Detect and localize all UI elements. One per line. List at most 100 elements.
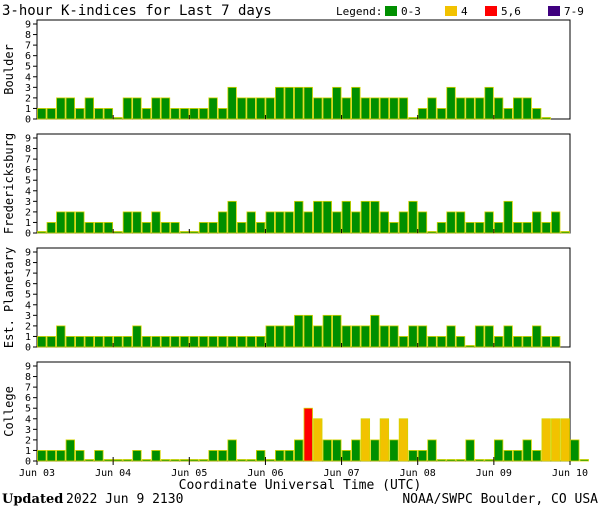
y-tick-label: 9 bbox=[25, 362, 31, 373]
panel-frame bbox=[36, 19, 571, 120]
k-index-bar bbox=[179, 231, 190, 234]
x-tick-label: Jun 10 bbox=[552, 468, 588, 479]
legend-swatch-purple bbox=[548, 6, 560, 16]
legend-title: Legend: bbox=[336, 5, 382, 18]
k-index-bar bbox=[522, 97, 532, 120]
k-index-bar bbox=[303, 211, 313, 234]
k-index-bar bbox=[132, 211, 142, 234]
k-index-bar bbox=[179, 459, 190, 462]
k-index-bar bbox=[379, 211, 390, 234]
k-index-bar bbox=[484, 86, 494, 120]
k-index-bar bbox=[360, 418, 371, 462]
k-index-bar bbox=[503, 108, 513, 120]
k-index-bar bbox=[94, 222, 104, 234]
k-index-bar bbox=[113, 459, 123, 462]
k-index-bar bbox=[351, 86, 361, 120]
y-tick-label: 6 bbox=[25, 165, 31, 176]
k-index-bar bbox=[370, 314, 380, 348]
k-index-bar bbox=[389, 439, 399, 462]
k-index-bar bbox=[46, 336, 56, 348]
k-index-bar bbox=[56, 211, 66, 234]
k-index-bar bbox=[360, 200, 371, 234]
k-index-bar bbox=[37, 108, 47, 120]
k-index-bar bbox=[322, 200, 332, 234]
y-tick-label: 3 bbox=[25, 83, 31, 94]
k-index-bar bbox=[532, 108, 542, 120]
k-index-bar bbox=[398, 211, 409, 234]
k-index-bar bbox=[294, 200, 304, 234]
k-index-bar bbox=[75, 211, 85, 234]
y-tick-label: 3 bbox=[25, 311, 31, 322]
k-index-bar bbox=[484, 211, 494, 234]
k-index-bar bbox=[113, 117, 123, 120]
y-tick-label: 3 bbox=[25, 425, 31, 436]
k-index-bar bbox=[227, 336, 237, 348]
k-index-bar bbox=[170, 222, 180, 234]
k-index-bar bbox=[141, 108, 152, 120]
k-index-bar bbox=[208, 222, 218, 234]
k-index-bar bbox=[103, 336, 114, 348]
k-index-bar bbox=[208, 336, 218, 348]
k-index-bar bbox=[303, 86, 313, 120]
k-index-bar bbox=[65, 439, 75, 462]
k-index-bar bbox=[160, 459, 171, 462]
k-index-bar bbox=[84, 222, 95, 234]
k-index-bar bbox=[103, 459, 114, 462]
k-index-bar bbox=[370, 97, 380, 120]
k-index-bar bbox=[275, 86, 285, 120]
k-index-bar bbox=[398, 97, 409, 120]
updated-label: Updated bbox=[2, 492, 63, 507]
k-index-bar bbox=[132, 325, 142, 348]
k-index-bar bbox=[408, 450, 418, 462]
y-tick-label: 2 bbox=[25, 321, 31, 332]
k-index-bar bbox=[313, 200, 323, 234]
k-index-bar bbox=[294, 314, 304, 348]
k-index-bar bbox=[417, 450, 428, 462]
y-tick-label: 3 bbox=[25, 197, 31, 208]
k-index-bar bbox=[75, 336, 85, 348]
legend-swatch-green bbox=[385, 6, 397, 16]
k-index-bar bbox=[179, 108, 190, 120]
k-index-bar bbox=[189, 459, 199, 462]
k-index-bar bbox=[122, 211, 133, 234]
k-index-bar bbox=[256, 222, 266, 234]
k-index-bar bbox=[436, 336, 447, 348]
k-index-bar bbox=[417, 108, 428, 120]
k-index-bar bbox=[465, 345, 475, 348]
station-label-est-planetary: Est. Planetary bbox=[2, 247, 16, 348]
x-tick-label: Jun 09 bbox=[476, 468, 512, 479]
k-index-bar bbox=[122, 336, 133, 348]
k-index-bar bbox=[351, 439, 361, 462]
k-index-bar bbox=[56, 325, 66, 348]
y-tick-label: 5 bbox=[25, 62, 31, 73]
y-tick-label: 9 bbox=[25, 134, 31, 145]
y-tick-label: 1 bbox=[25, 332, 31, 343]
k-index-bar bbox=[341, 97, 351, 120]
k-index-bar bbox=[217, 336, 228, 348]
y-tick-label: 9 bbox=[25, 20, 31, 31]
k-index-bar bbox=[284, 450, 294, 462]
y-tick-label: 5 bbox=[25, 176, 31, 187]
k-index-bar bbox=[351, 211, 361, 234]
k-index-bar bbox=[512, 336, 523, 348]
k-index-bar bbox=[398, 418, 409, 462]
k-index-bar bbox=[227, 86, 237, 120]
k-index-bar bbox=[256, 97, 266, 120]
k-index-bar bbox=[122, 459, 133, 462]
k-index-bar bbox=[493, 222, 504, 234]
k-index-bar bbox=[179, 336, 190, 348]
k-index-bar bbox=[141, 336, 152, 348]
k-index-bar bbox=[246, 459, 256, 462]
k-index-bar bbox=[512, 97, 523, 120]
k-index-bar bbox=[436, 108, 447, 120]
k-index-bar bbox=[217, 211, 228, 234]
y-tick-label: 2 bbox=[25, 207, 31, 218]
y-tick-label: 0 bbox=[25, 343, 31, 354]
k-index-bar bbox=[208, 450, 218, 462]
x-tick-label: Jun 05 bbox=[171, 468, 207, 479]
k-index-bar bbox=[389, 222, 399, 234]
y-tick-label: 1 bbox=[25, 218, 31, 229]
k-index-bar bbox=[322, 314, 332, 348]
